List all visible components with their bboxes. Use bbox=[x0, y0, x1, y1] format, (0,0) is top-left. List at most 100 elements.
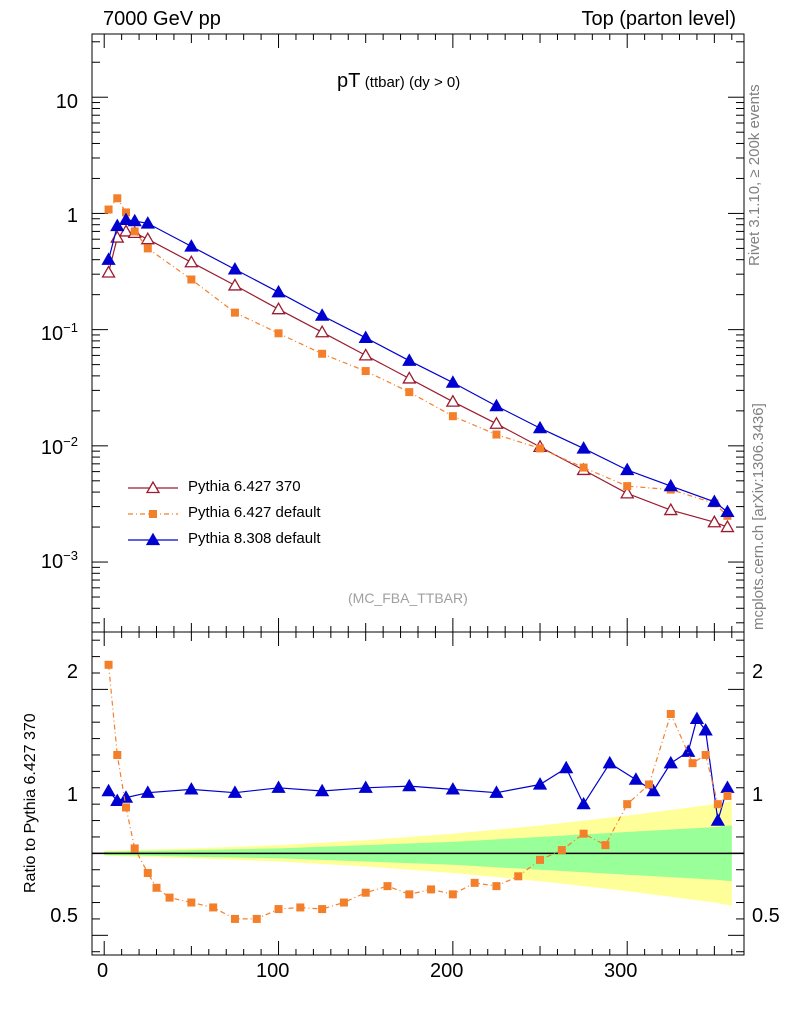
ratio-data-point bbox=[532, 777, 548, 790]
ratio-data-point bbox=[628, 772, 644, 785]
ratio-data-point bbox=[579, 829, 588, 838]
main-data-point bbox=[101, 252, 116, 265]
ratio-data-point bbox=[602, 755, 617, 769]
main-data-point bbox=[620, 462, 635, 476]
main-data-point bbox=[358, 330, 373, 343]
plot-title-small: (ttbar) (dy > 0) bbox=[364, 74, 461, 91]
ratio-data-point bbox=[361, 888, 370, 897]
legend-label-p8-default: Pythia 8.308 default bbox=[188, 530, 321, 547]
main-y-tick-10: 10 bbox=[55, 91, 78, 113]
axis-ticks bbox=[92, 34, 744, 955]
ratio-data-point bbox=[252, 914, 261, 923]
ratio-series-triangle bbox=[101, 711, 735, 826]
main-data-point bbox=[579, 463, 588, 472]
legend-label-p6-370: Pythia 6.427 370 bbox=[188, 478, 301, 495]
main-data-point bbox=[707, 494, 722, 507]
ratio-data-point bbox=[470, 878, 479, 887]
legend-swatches bbox=[128, 480, 178, 546]
mcplots-label: mcplots.cern.ch [arXiv:1306.3436] bbox=[750, 403, 767, 630]
ratio-data-point bbox=[489, 785, 504, 798]
ratio-data-point bbox=[514, 872, 523, 881]
legend-label-p6-default: Pythia 6.427 default bbox=[188, 504, 321, 521]
ratio-data-point bbox=[271, 780, 286, 793]
plot-title-main: pT bbox=[337, 70, 361, 92]
main-y-tick-0.001: 10−3 bbox=[40, 548, 78, 573]
ratio-data-point bbox=[143, 869, 152, 878]
main-data-point bbox=[143, 244, 152, 253]
ratio-data-point bbox=[666, 709, 675, 718]
watermark: (MC_FBA_TTBAR) bbox=[348, 590, 468, 606]
ratio-data-point bbox=[681, 744, 696, 757]
main-data-point bbox=[271, 301, 286, 315]
main-data-point bbox=[532, 420, 548, 434]
ratio-data-point bbox=[557, 846, 566, 855]
ratio-data-point bbox=[152, 883, 161, 892]
ratio-data-point bbox=[339, 898, 348, 907]
main-data-point bbox=[623, 482, 632, 491]
ratio-series-square bbox=[104, 660, 732, 923]
main-series-triangle bbox=[101, 212, 735, 518]
main-data-point bbox=[110, 218, 125, 232]
ratio-data-point bbox=[448, 890, 457, 899]
ratio-data-point bbox=[576, 796, 591, 810]
ratio-data-point bbox=[227, 785, 243, 798]
ratio-data-point bbox=[536, 855, 545, 864]
ratio-data-point bbox=[723, 791, 732, 800]
ratio-data-point bbox=[209, 903, 218, 912]
ratio-data-point bbox=[720, 780, 735, 793]
main-data-point bbox=[118, 212, 134, 226]
main-data-point bbox=[113, 194, 122, 203]
main-data-point bbox=[720, 504, 735, 518]
main-data-point bbox=[663, 478, 678, 492]
x-tick-100: 100 bbox=[256, 960, 290, 982]
ratio-data-point bbox=[121, 803, 130, 812]
ratio-data-point bbox=[646, 783, 661, 797]
ratio-data-point bbox=[230, 914, 239, 923]
ratio-data-point bbox=[710, 813, 725, 826]
ratio-data-point bbox=[402, 778, 417, 792]
main-data-point bbox=[663, 502, 678, 516]
main-data-point bbox=[187, 275, 196, 284]
ratio-data-point bbox=[318, 905, 327, 914]
main-data-point bbox=[402, 353, 417, 366]
ratio-data-point bbox=[358, 780, 373, 793]
ratio-data-point bbox=[113, 750, 122, 759]
main-data-point bbox=[707, 514, 722, 528]
rivet-label: Rivet 3.1.10, ≥ 200k events bbox=[746, 84, 763, 266]
ratio-data-point bbox=[187, 898, 196, 907]
ratio-data-point bbox=[314, 783, 330, 797]
main-series-square bbox=[104, 194, 732, 520]
main-series-line bbox=[108, 197, 728, 517]
ratio-y-tick-0.5-left: 0.5 bbox=[50, 905, 78, 927]
legend-swatch-marker bbox=[149, 510, 157, 518]
main-series-line bbox=[108, 219, 728, 513]
ratio-y-tick-1-right: 1 bbox=[752, 784, 764, 806]
ratio-data-point bbox=[623, 800, 632, 809]
ratio-y-tick-1-left: 1 bbox=[66, 784, 78, 806]
main-data-point bbox=[361, 367, 370, 376]
main-data-point bbox=[620, 486, 635, 499]
main-data-point bbox=[448, 412, 457, 421]
x-tick-300: 300 bbox=[604, 960, 638, 982]
main-data-point bbox=[140, 231, 155, 245]
main-data-point bbox=[536, 444, 545, 453]
main-data-point bbox=[184, 254, 199, 268]
header-left: 7000 GeV pp bbox=[103, 8, 221, 30]
ratio-series-line bbox=[108, 717, 728, 821]
ratio-data-point bbox=[140, 785, 155, 798]
ratio-data-point bbox=[689, 711, 705, 725]
ratio-data-point bbox=[165, 893, 174, 902]
ratio-data-point bbox=[713, 800, 722, 809]
main-data-point bbox=[274, 329, 283, 338]
main-data-point bbox=[227, 278, 243, 291]
main-data-point bbox=[140, 216, 155, 229]
ratio-data-point bbox=[644, 780, 653, 789]
ratio-data-point bbox=[101, 783, 116, 797]
ratio-data-point bbox=[118, 790, 134, 803]
main-y-tick-0.01: 10−2 bbox=[40, 434, 78, 459]
ratio-data-point bbox=[130, 844, 139, 853]
ratio-data-point bbox=[104, 660, 113, 669]
main-data-point bbox=[230, 308, 239, 317]
main-data-point bbox=[104, 205, 113, 214]
